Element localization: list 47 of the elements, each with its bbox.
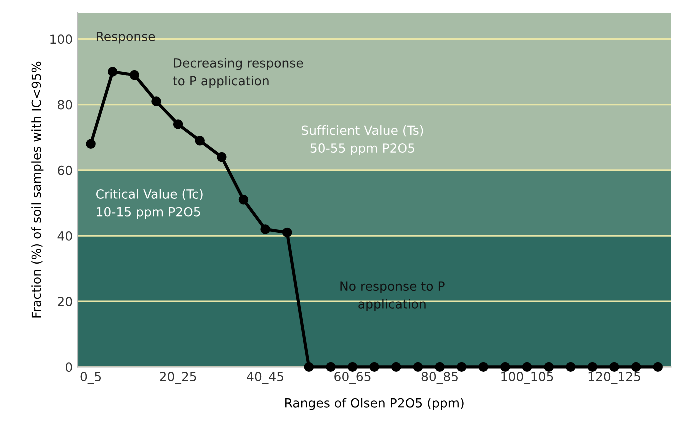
- point: [478, 362, 489, 372]
- point: [631, 362, 642, 372]
- y-tick-label: 40: [58, 231, 72, 241]
- y-axis-title: Fraction (%) of soil samples with IC<95%: [32, 62, 44, 318]
- annotation: Sufficient Value (Ts) 50-55 ppm P2O5: [302, 126, 424, 156]
- point: [326, 362, 336, 372]
- point: [500, 362, 510, 372]
- x-tick-label: 40_45: [247, 372, 284, 384]
- point: [217, 152, 227, 162]
- x-tick-label: 80_85: [422, 372, 458, 384]
- x-tick-label: 0_5: [80, 372, 102, 384]
- y-tick-label: 60: [58, 166, 72, 176]
- y-tick-label: 100: [50, 34, 72, 44]
- annotation: Response: [96, 32, 156, 44]
- annotation: Critical Value (Tc) 10-15 ppm P2O5: [96, 189, 203, 220]
- x-tick-label: 120_125: [588, 372, 640, 384]
- x-axis-title: Ranges of Olsen P2O5 (ppm): [286, 398, 464, 410]
- x-tick-label: 100_105: [502, 372, 554, 384]
- point: [653, 362, 663, 372]
- x-tick-label: 20_25: [160, 372, 196, 384]
- point: [544, 362, 554, 372]
- point: [522, 362, 532, 372]
- point: [348, 362, 358, 372]
- point: [304, 362, 314, 372]
- annotation: Decreasing response to P application: [173, 58, 304, 88]
- point: [392, 362, 402, 372]
- point: [282, 228, 292, 238]
- point: [260, 224, 270, 234]
- point: [610, 362, 620, 372]
- point: [370, 362, 380, 372]
- point: [130, 70, 140, 80]
- point: [86, 139, 96, 150]
- point: [152, 96, 162, 106]
- point: [456, 362, 467, 372]
- annotation: No response to P application: [340, 282, 445, 312]
- point: [238, 195, 249, 205]
- point: [195, 136, 205, 146]
- y-tick-label: 20: [58, 297, 72, 307]
- point: [108, 67, 118, 77]
- point: [173, 120, 184, 130]
- point: [413, 362, 424, 372]
- x-tick-label: 60_65: [334, 372, 371, 384]
- point: [566, 362, 576, 372]
- y-tick-label: 80: [58, 100, 72, 110]
- point: [435, 362, 445, 372]
- y-tick-label: 0: [66, 362, 72, 372]
- point: [588, 362, 598, 372]
